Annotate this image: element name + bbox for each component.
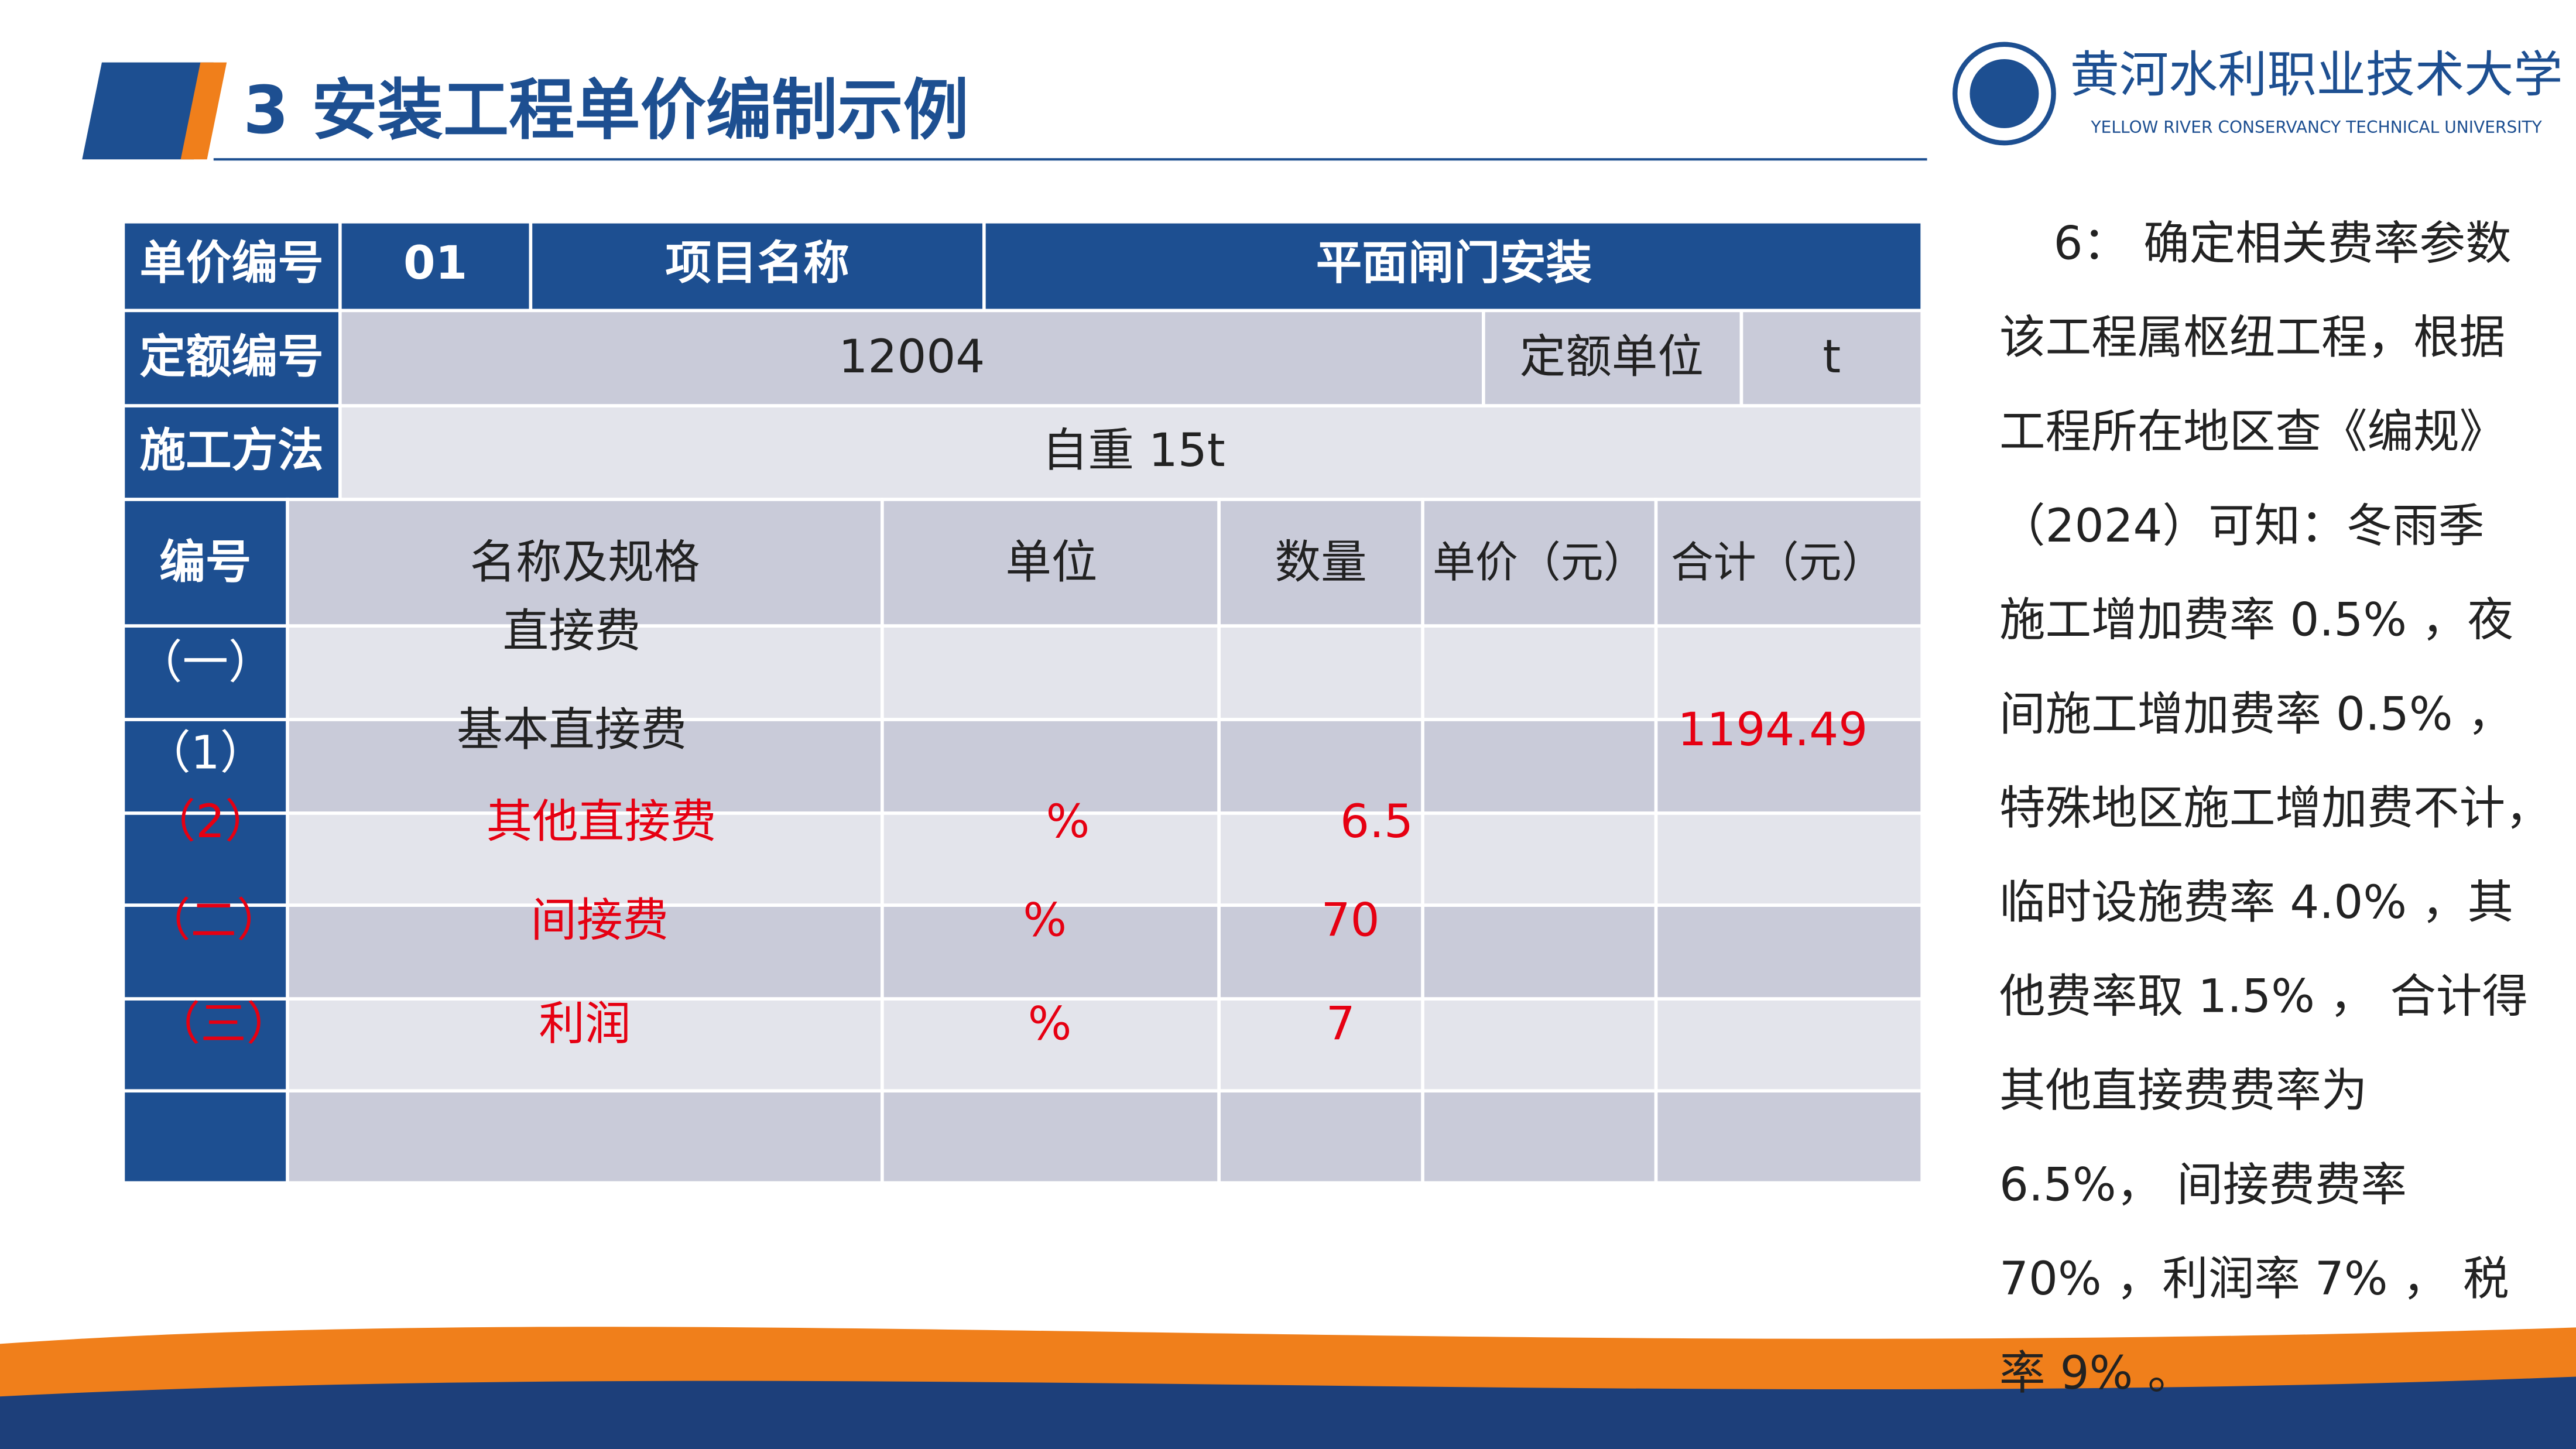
note-line: 6.5%， 间接费费率 [1999,1157,2407,1211]
note-line: 率 9% 。 [1999,1346,2194,1400]
slide-title: 3 安装工程单价编制示例 [243,73,969,149]
cell-bg [121,309,342,407]
cell-bg [1654,718,1924,815]
cell-bg [286,624,884,721]
item-name: 利润 [539,996,631,1050]
column-header: 合计（元） [1671,537,1885,587]
cell-bg [1421,903,1658,1001]
cell: t [1823,330,1841,383]
cell-bg [286,811,884,907]
note-line: 该工程属枢纽工程，根据 [1999,310,2505,364]
cell: 定额编号 [140,330,324,383]
cell-bg [1654,498,1924,628]
note-line: 间施工增加费率 0.5% ， [1999,687,2513,741]
title-mark [82,62,214,160]
total: 1194.49 [1677,703,1868,756]
cell-bg [1654,997,1924,1093]
table [121,220,1924,1185]
logo-seal [1952,42,2056,146]
note-line: 6： 确定相关费率参数 [2054,216,2512,270]
cell-bg [1654,903,1924,1001]
note-line: 施工增加费率 0.5% ，夜 [1999,593,2513,647]
cell-bg [1217,1089,1424,1185]
cell: 单价编号 [140,236,324,290]
item-name: 其他直接费 [487,794,717,848]
column-header: 名称及规格 [470,535,700,589]
cell-bg [1421,624,1658,721]
footer-band [0,1376,2576,1449]
item-name: 基本直接费 [457,703,687,756]
note-line: （2024）可知：冬雨季 [1999,499,2484,553]
cell-bg [286,498,884,628]
column-header: 单位 [1005,535,1097,589]
row-number: （2） [150,794,271,848]
note-line: 70% ，利润率 7% ， 税 [1999,1252,2509,1306]
cell-bg [1421,811,1658,907]
cell-bg [121,404,342,501]
item-name: 直接费 [503,604,641,658]
note-line: 他费率取 1.5% ， 合计得 [1999,970,2528,1023]
cell-bg [286,997,884,1093]
cell-bg [1482,309,1743,407]
cell-bg [338,309,1485,407]
cell-bg [1217,903,1424,1001]
cell-bg [286,1089,884,1185]
row-number: （三） [155,996,293,1050]
cell-bg [1421,718,1658,815]
column-header: 单价（元） [1433,537,1646,587]
cell: 定额单位 [1520,330,1704,383]
note-line: 临时设施费率 4.0% ，其 [1999,875,2513,929]
cell-bg [1421,498,1658,628]
column-header: 编号 [159,535,251,589]
note-line: 工程所在地区查《编规》 [1999,405,2505,458]
cell-bg [1654,1089,1924,1185]
cell-bg [1217,997,1424,1093]
title-mark-accent [180,62,227,160]
cell-bg [1421,997,1658,1093]
background [0,42,2576,1449]
unit: % [1028,996,1072,1050]
logo-seal-core [1969,59,2039,128]
quantity: 7 [1326,996,1355,1050]
item-name: 间接费 [530,893,669,947]
quantity: 70 [1321,893,1380,947]
row-number: （一） [136,635,275,689]
cell-bg [881,718,1221,815]
cell-bg [338,404,1924,501]
cell: 12004 [838,330,985,383]
note-line: 特殊地区施工增加费不计， [1999,781,2551,835]
unit: % [1046,794,1090,848]
unit: % [1023,893,1067,947]
quantity: 6.5 [1340,794,1413,848]
cell-bg [881,1089,1221,1185]
cell: 施工方法 [140,423,324,477]
logo-en: YELLOW RIVER CONSERVANCY TECHNICAL UNIVE… [2090,118,2542,137]
cell: 自重 15t [1042,423,1225,477]
cell: 项目名称 [665,236,849,290]
cell-bg [286,718,884,815]
cell-bg [121,1089,289,1185]
cell-bg [881,903,1221,1001]
column-header: 数量 [1275,535,1367,589]
cell-bg [1654,624,1924,721]
cell-bg [1654,811,1924,907]
row-number: （1） [145,725,266,779]
cell-bg [881,624,1221,721]
cell-bg [338,220,533,313]
cell-bg [1217,498,1424,628]
cell: 01 [403,236,467,290]
logo-cn: 黄河水利职业技术大学 [2070,46,2563,104]
cell: 平面闸门安装 [1316,236,1592,290]
cell-bg [121,811,289,907]
row-number: （二） [145,893,283,947]
note-line: 其他直接费费率为 [1999,1064,2367,1118]
cell-bg [1421,1089,1658,1185]
cell-bg [982,220,1924,313]
cell-bg [1217,624,1424,721]
cell-bg [881,498,1221,628]
